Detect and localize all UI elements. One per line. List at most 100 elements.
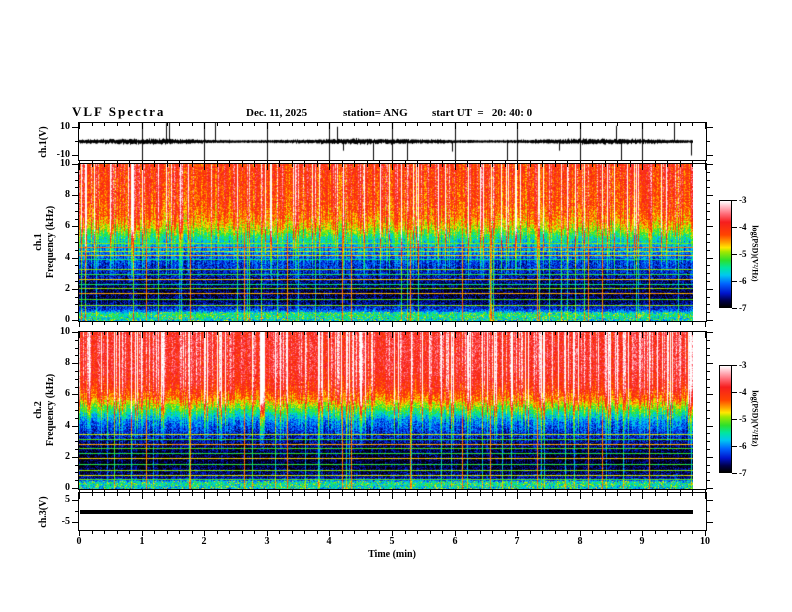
x-tick-inward: [542, 493, 543, 496]
x-tick-outward: [630, 490, 631, 493]
x-tick-inward: [617, 123, 618, 126]
y-tick-label: 10: [60, 326, 70, 337]
x-tick-inward: [405, 164, 406, 167]
y-tick-right: [707, 127, 713, 128]
x-tick-inward: [117, 123, 118, 126]
x-tick-inward: [392, 332, 393, 338]
x-tick-outward: [467, 322, 468, 325]
x-tick-outward: [492, 531, 493, 534]
x-tick-outward: [92, 490, 93, 493]
x-tick-outward: [480, 161, 481, 164]
y-tick-right: [707, 312, 710, 313]
x-tick-outward: [680, 531, 681, 534]
x-tick-inward: [242, 493, 243, 496]
x-tick-outward: [442, 161, 443, 164]
y-tick-left: [75, 387, 78, 388]
y-tick-left: [72, 500, 78, 501]
y-tick-label: 10: [60, 158, 70, 169]
x-tick-inward: [142, 493, 143, 499]
x-tick-outward: [342, 490, 343, 493]
x-tick-outward: [580, 490, 581, 495]
x-tick-inward: [580, 123, 581, 129]
x-tick-inward: [379, 332, 380, 335]
x-tick-outward: [705, 322, 706, 327]
x-tick-inward: [342, 493, 343, 496]
x-tick-outward: [354, 322, 355, 325]
x-tick-outward: [129, 322, 130, 325]
x-tick-inward: [430, 493, 431, 496]
x-tick-inward: [304, 164, 305, 167]
x-tick-outward: [480, 490, 481, 493]
x-tick-inward: [555, 123, 556, 126]
y-tick-left: [72, 155, 78, 156]
x-tick-outward: [329, 490, 330, 495]
y-tick-right: [707, 332, 713, 333]
y-tick-left: [75, 281, 78, 282]
x-tick-inward: [680, 493, 681, 496]
x-tick-inward: [455, 123, 456, 129]
x-tick-inward: [417, 123, 418, 126]
x-tick-inward: [267, 123, 268, 129]
y-tick-left: [75, 180, 78, 181]
y-tick-left: [72, 457, 78, 458]
x-tick-inward: [79, 123, 80, 129]
y-tick-left: [75, 441, 78, 442]
x-tick-inward: [442, 164, 443, 167]
y-tick-right: [707, 141, 710, 142]
x-tick-outward: [530, 531, 531, 534]
x-tick-outward: [254, 490, 255, 493]
x-tick-outward: [292, 161, 293, 164]
colorbar-tick-label: -6: [739, 441, 747, 451]
x-tick-outward: [217, 161, 218, 164]
x-tick-inward: [517, 164, 518, 170]
colorbar-tick: [732, 473, 737, 474]
x-tick-outward: [592, 490, 593, 493]
x-tick-outward: [217, 322, 218, 325]
x-tick-inward: [367, 123, 368, 126]
y-tick-left: [75, 304, 78, 305]
x-tick-inward: [655, 123, 656, 126]
x-tick-outward: [705, 490, 706, 495]
x-tick-inward: [117, 164, 118, 167]
y-tick-left: [72, 426, 78, 427]
y-tick-left: [72, 320, 78, 321]
y-tick-left: [75, 418, 78, 419]
x-tick-inward: [517, 332, 518, 338]
x-tick-inward: [467, 332, 468, 335]
colorbar-tick: [732, 419, 737, 420]
y-tick-right: [707, 426, 713, 427]
x-tick-outward: [692, 490, 693, 493]
x-tick-outward: [92, 531, 93, 534]
x-tick-inward: [242, 164, 243, 167]
x-tick-inward: [405, 123, 406, 126]
x-tick-outward: [92, 322, 93, 325]
x-tick-outward: [142, 322, 143, 327]
x-tick-outward: [517, 531, 518, 536]
x-tick-inward: [279, 493, 280, 496]
y-tick-right: [707, 155, 713, 156]
x-tick-inward: [154, 332, 155, 335]
x-tick-inward: [605, 164, 606, 167]
x-tick-outward: [192, 531, 193, 534]
x-tick-inward: [129, 332, 130, 335]
x-tick-outward: [367, 322, 368, 325]
x-tick-inward: [92, 493, 93, 496]
x-tick-inward: [204, 123, 205, 129]
x-tick-inward: [405, 332, 406, 335]
x-tick-inward: [267, 164, 268, 170]
y-tick-label: 2: [65, 451, 70, 462]
x-tick-inward: [217, 493, 218, 496]
x-tick-outward: [467, 490, 468, 493]
y-tick-right: [707, 242, 710, 243]
x-tick-label: 0: [76, 536, 82, 547]
x-tick-inward: [405, 493, 406, 496]
x-tick-outward: [542, 490, 543, 493]
x-tick-label: 7: [514, 536, 520, 547]
x-tick-inward: [592, 123, 593, 126]
x-tick-outward: [442, 531, 443, 534]
x-tick-inward: [442, 493, 443, 496]
x-tick-outward: [104, 490, 105, 493]
x-tick-outward: [680, 161, 681, 164]
x-tick-outward: [142, 531, 143, 536]
y-tick-label: 6: [65, 220, 70, 231]
